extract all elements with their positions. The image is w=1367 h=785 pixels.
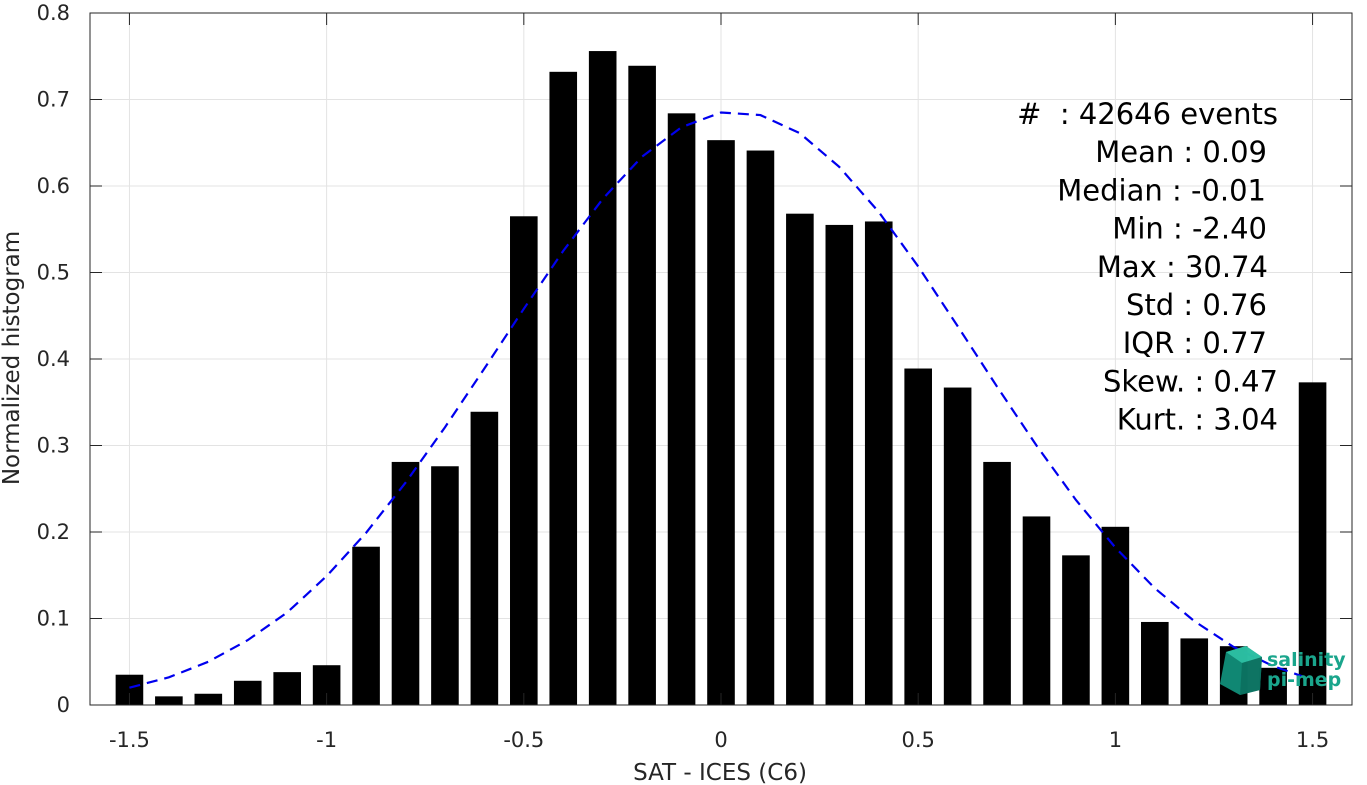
histogram-bar-22 [983,461,1011,705]
y-tick-label-3: 0.3 [37,434,70,458]
stat-line-5: Std : 0.76 [1126,288,1267,322]
y-tick-label-1: 0.1 [37,607,70,631]
histogram-bar-7 [391,461,420,705]
stat-line-0: # : 42646 events [1017,97,1278,131]
x-tick-label-4: 0.5 [901,728,934,752]
salinity-pimep-logo: salinity pi-mep [1220,646,1346,695]
histogram-bars [115,51,1327,706]
x-tick-label-2: -0.5 [503,728,544,752]
stat-line-4: Max : 30.74 [1097,250,1268,284]
y-tick-label-7: 0.7 [37,88,70,112]
histogram-bar-13 [628,65,656,705]
histogram-bar-19 [864,221,893,705]
histogram-bar-25 [1101,526,1130,705]
histogram-bar-11 [549,71,578,705]
cube-icon [1220,646,1262,695]
histogram-bar-17 [786,213,814,705]
histogram-bar-8 [431,466,459,705]
histogram-bar-4 [273,672,301,705]
y-tick-label-4: 0.4 [37,347,70,371]
y-axis-label: Normalized histogram [0,231,25,485]
histogram-bar-15 [707,140,735,705]
y-tick-label-0: 0 [57,693,70,717]
histogram-bar-6 [352,546,380,705]
x-axis-label: SAT - ICES (C6) [633,760,807,785]
histogram-bar-23 [1022,516,1051,705]
histogram-bar-10 [510,216,538,705]
y-tick-label-8: 0.8 [37,1,70,25]
histogram-bar-18 [825,224,854,706]
logo-line-1: salinity [1267,649,1346,671]
histogram-bar-29 [1259,667,1287,705]
histogram-bar-24 [1062,555,1090,705]
histogram-bar-9 [470,411,499,705]
histogram-bar-26 [1141,621,1169,705]
stat-line-3: Min : -2.40 [1112,212,1267,246]
histogram-bar-2 [194,693,223,705]
fit-curve-layer [129,111,1313,689]
histogram-bar-14 [667,113,696,706]
histogram-bar-1 [155,696,183,705]
histogram-bar-12 [588,51,617,706]
normal-fit-curve [129,111,1313,689]
y-tick-labels: 0 0.1 0.2 0.3 0.4 0.5 0.6 0.7 0.8 [37,1,70,717]
x-tick-label-0: -1.5 [109,728,150,752]
stat-line-8: Kurt. : 3.04 [1117,403,1278,437]
x-tick-labels: -1.5 -1 -0.5 0 0.5 1 1.5 [109,728,1329,752]
stat-line-6: IQR : 0.77 [1123,326,1267,360]
histogram-bar-20 [904,368,932,705]
stat-line-2: Median : -0.01 [1057,173,1266,207]
x-tick-label-1: -1 [316,728,337,752]
stats-box: # : 42646 events Mean : 0.09 Median : -0.0… [1017,97,1278,437]
x-tick-label-6: 1.5 [1296,728,1329,752]
histogram-bar-21 [943,387,972,705]
histogram-bar-30 [1298,382,1327,705]
logo-line-2: pi-mep [1267,669,1341,691]
stat-line-7: Skew. : 0.47 [1103,364,1278,398]
histogram-bar-27 [1180,638,1209,705]
x-tick-label-5: 1 [1109,728,1122,752]
axes-frame [89,12,1353,706]
y-tick-label-5: 0.5 [37,261,70,285]
x-tick-label-3: 0 [714,728,727,752]
histogram-bar-16 [746,150,775,705]
y-tick-label-6: 0.6 [37,174,70,198]
stat-line-1: Mean : 0.09 [1095,135,1267,169]
y-tick-label-2: 0.2 [37,520,70,544]
histogram-bar-3 [233,680,262,705]
